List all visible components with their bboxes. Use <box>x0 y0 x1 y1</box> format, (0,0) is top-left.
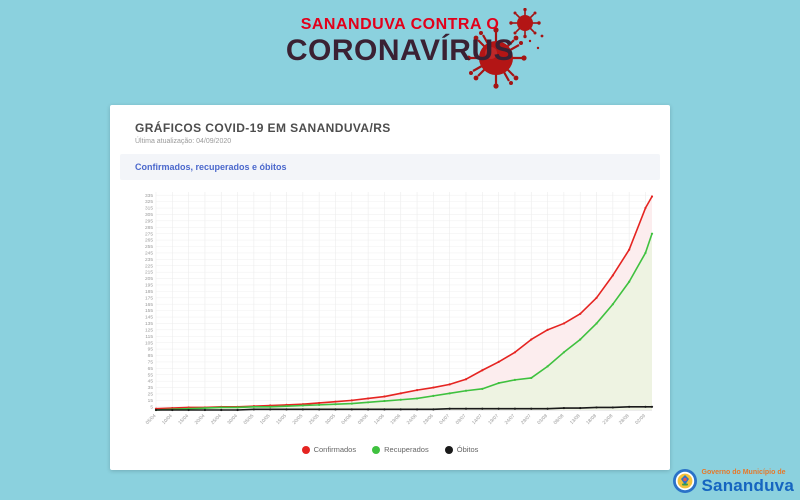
svg-text:295: 295 <box>145 218 153 224</box>
svg-text:14/06: 14/06 <box>373 413 386 426</box>
last-updated-text: Última atualização: 04/09/2020 <box>135 138 232 145</box>
header-subtitle: SANANDUVA CONTRA O <box>300 16 500 33</box>
svg-text:15: 15 <box>148 398 154 404</box>
section-header: Confirmados, recuperados e óbitos <box>120 154 660 180</box>
svg-text:95: 95 <box>148 347 154 353</box>
svg-text:225: 225 <box>145 263 153 269</box>
svg-text:215: 215 <box>145 270 153 276</box>
svg-text:265: 265 <box>145 238 153 244</box>
svg-text:28/08: 28/08 <box>618 413 631 426</box>
footer-city-name: Sananduva <box>701 475 794 495</box>
svg-text:75: 75 <box>148 360 154 366</box>
page-header: SANANDUVA CONTRA O CORONAVÍRUS <box>0 16 800 66</box>
svg-text:235: 235 <box>145 257 153 263</box>
svg-text:23/08: 23/08 <box>602 413 615 426</box>
svg-text:185: 185 <box>145 289 153 295</box>
svg-text:08/08: 08/08 <box>553 413 566 426</box>
svg-text:245: 245 <box>145 251 153 257</box>
svg-text:24/06: 24/06 <box>406 413 419 426</box>
svg-text:04/06: 04/06 <box>340 413 353 426</box>
legend-label: Óbitos <box>456 445 479 454</box>
svg-text:10/04: 10/04 <box>161 413 174 426</box>
legend-label: Recuperados <box>384 445 429 454</box>
svg-text:30/04: 30/04 <box>226 413 239 426</box>
svg-text:45: 45 <box>148 379 154 385</box>
svg-text:205: 205 <box>145 276 153 282</box>
svg-text:18/08: 18/08 <box>585 413 598 426</box>
legend-label: Confirmados <box>313 445 357 454</box>
svg-text:275: 275 <box>145 231 153 237</box>
svg-text:85: 85 <box>148 353 154 359</box>
svg-text:03/08: 03/08 <box>536 413 549 426</box>
svg-text:25: 25 <box>148 392 154 398</box>
chart-container: 5 15 25 35 45 55 65 75 85 95 105 115 125 135 145 155 165… <box>122 182 658 445</box>
svg-text:20/04: 20/04 <box>194 413 207 426</box>
svg-text:195: 195 <box>145 283 153 289</box>
virus-illustration <box>466 7 546 100</box>
obitos-dot-icon <box>444 445 453 454</box>
svg-text:09/07: 09/07 <box>455 413 468 426</box>
svg-text:02/09: 02/09 <box>634 413 647 426</box>
virus-icon <box>466 7 544 89</box>
svg-text:55: 55 <box>148 372 154 378</box>
svg-text:09/06: 09/06 <box>357 413 370 426</box>
covid-line-chart: 5152535455565758595105115125135145155165… <box>145 192 654 426</box>
svg-text:20/05: 20/05 <box>292 413 305 426</box>
svg-text:335: 335 <box>145 193 153 199</box>
svg-text:15/04: 15/04 <box>177 413 190 426</box>
svg-text:19/06: 19/06 <box>389 413 402 426</box>
svg-text:165: 165 <box>145 302 153 308</box>
svg-text:315: 315 <box>145 206 153 212</box>
charts-card: GRÁFICOS COVID-19 EM SANANDUVA/RS Última… <box>110 105 670 470</box>
svg-text:105: 105 <box>145 340 153 346</box>
svg-text:35: 35 <box>148 385 154 391</box>
svg-text:04/07: 04/07 <box>438 413 451 426</box>
svg-text:05/04: 05/04 <box>145 413 158 426</box>
svg-text:15/05: 15/05 <box>275 413 288 426</box>
card-title: GRÁFICOS COVID-19 EM SANANDUVA/RS <box>135 121 391 135</box>
svg-text:155: 155 <box>145 308 153 314</box>
svg-text:05/05: 05/05 <box>243 413 256 426</box>
svg-text:305: 305 <box>145 212 153 218</box>
svg-text:25/05: 25/05 <box>308 413 321 426</box>
svg-text:145: 145 <box>145 315 153 321</box>
svg-text:25/04: 25/04 <box>210 413 223 426</box>
coat-of-arms-icon <box>672 469 697 493</box>
confirmados-dot-icon <box>301 445 310 454</box>
section-title: Confirmados, recuperados e óbitos <box>135 162 287 172</box>
legend-item-recuperados[interactable]: Recuperados <box>372 445 429 454</box>
legend-item-obitos[interactable]: Óbitos <box>444 445 479 454</box>
municipality-logo: Governo do Município de Sananduva <box>672 468 795 494</box>
svg-text:135: 135 <box>145 321 153 327</box>
svg-text:24/07: 24/07 <box>504 413 517 426</box>
recuperados-dot-icon <box>372 445 381 454</box>
svg-text:325: 325 <box>145 199 153 205</box>
svg-text:285: 285 <box>145 225 153 231</box>
svg-text:10/05: 10/05 <box>259 413 272 426</box>
svg-text:125: 125 <box>145 327 153 333</box>
svg-text:29/06: 29/06 <box>422 413 435 426</box>
legend-item-confirmados[interactable]: Confirmados <box>301 445 357 454</box>
svg-text:29/07: 29/07 <box>520 413 533 426</box>
svg-text:19/07: 19/07 <box>487 413 500 426</box>
svg-text:65: 65 <box>148 366 154 372</box>
svg-text:175: 175 <box>145 295 153 301</box>
svg-text:14/07: 14/07 <box>471 413 484 426</box>
svg-text:255: 255 <box>145 244 153 250</box>
svg-text:5: 5 <box>150 404 153 410</box>
svg-text:13/08: 13/08 <box>569 413 582 426</box>
footer-gov-text: Governo do Município de <box>701 468 786 476</box>
svg-text:115: 115 <box>145 334 153 340</box>
chart-legend: Confirmados Recuperados Óbitos <box>110 445 670 454</box>
header-title: CORONAVÍRUS <box>285 34 515 67</box>
svg-text:30/05: 30/05 <box>324 413 337 426</box>
